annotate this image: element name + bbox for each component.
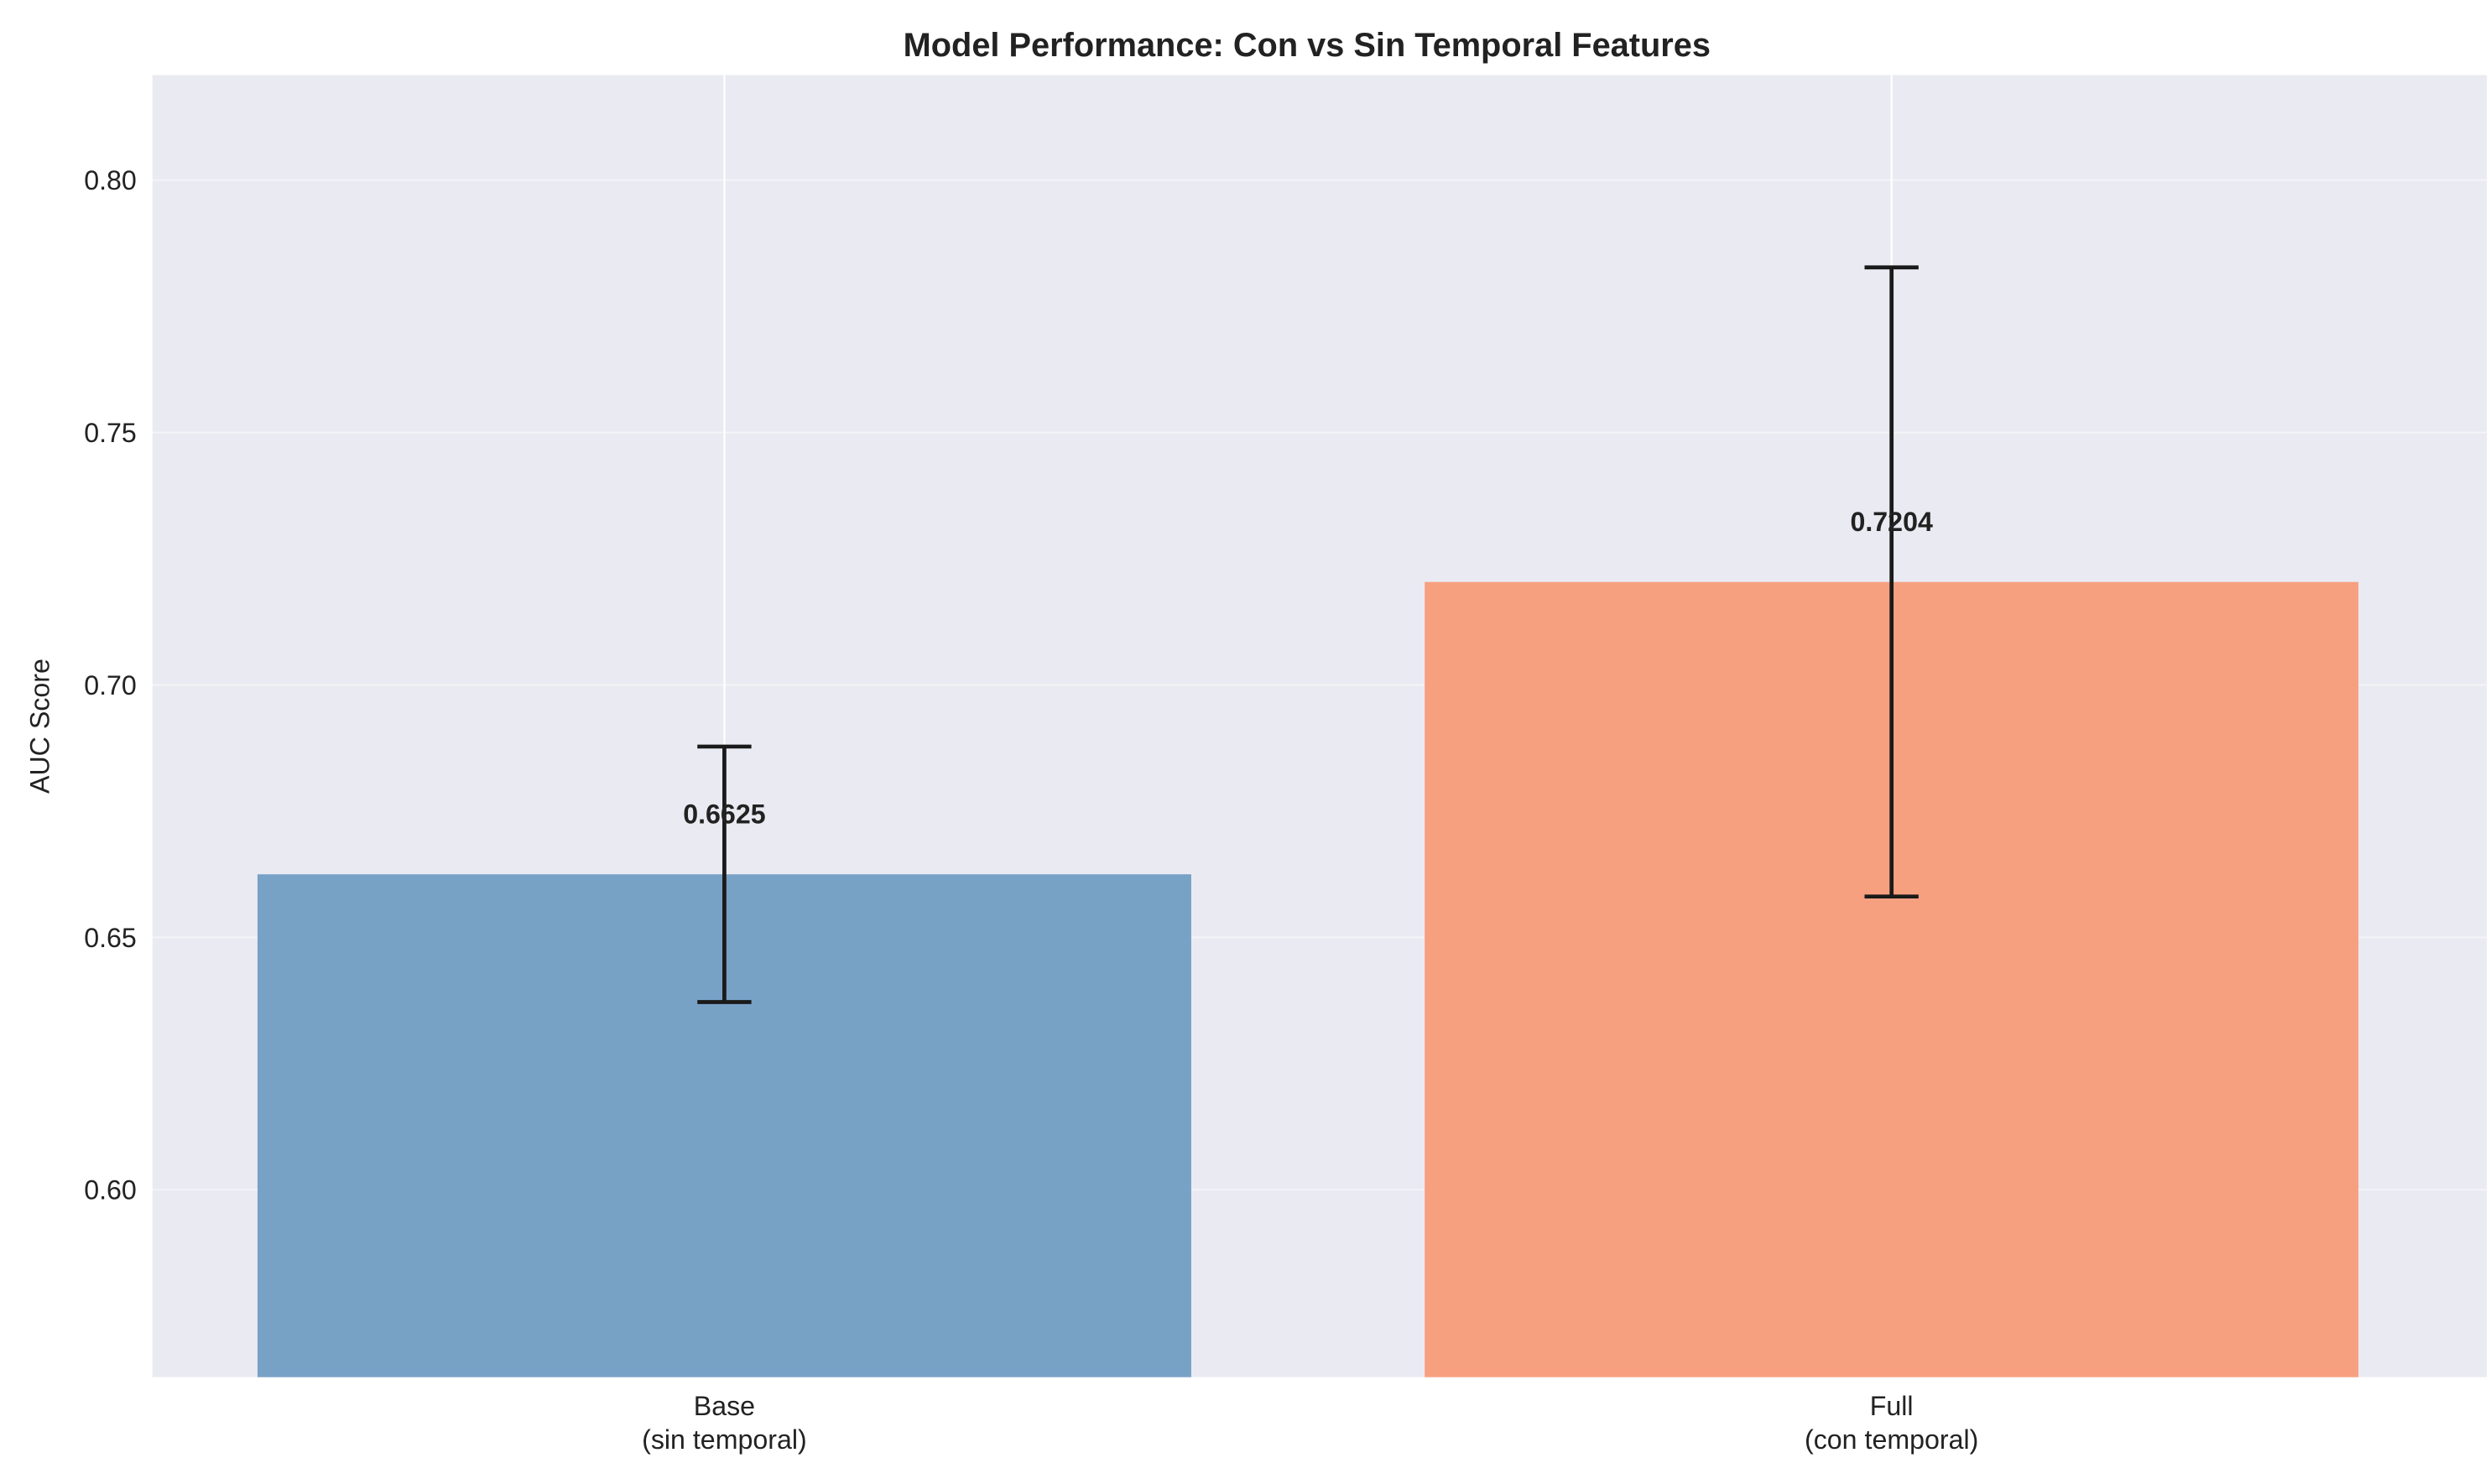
- y-tick-label: 0.60: [84, 1175, 137, 1205]
- y-tick-label: 0.70: [84, 670, 137, 700]
- x-tick-label: Full: [1870, 1391, 1914, 1421]
- x-tick-label: (con temporal): [1805, 1424, 1978, 1455]
- chart-title: Model Performance: Con vs Sin Temporal F…: [904, 27, 1711, 64]
- x-tick-label: (sin temporal): [642, 1424, 807, 1455]
- y-tick-label: 0.80: [84, 165, 137, 195]
- x-tick-label: Base: [694, 1391, 755, 1421]
- y-tick-label: 0.65: [84, 923, 137, 953]
- value-label: 0.7204: [1850, 507, 1932, 537]
- y-tick-label: 0.75: [84, 418, 137, 448]
- value-label: 0.6625: [683, 799, 765, 829]
- y-axis-label: AUC Score: [25, 659, 55, 794]
